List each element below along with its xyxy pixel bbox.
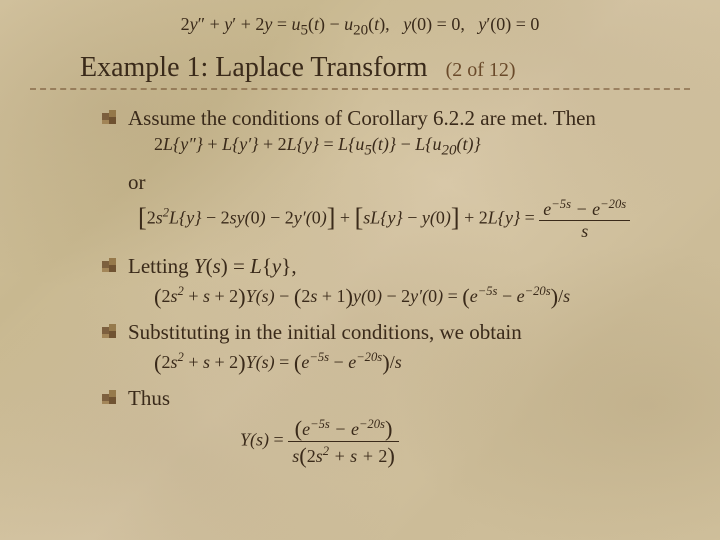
bullet-row: Letting Y(s) = L{y}, xyxy=(102,252,690,280)
slide-title: Example 1: Laplace Transform xyxy=(80,52,428,84)
bullet-text: Letting Y(s) = L{y}, xyxy=(128,252,297,280)
title-divider xyxy=(30,88,690,90)
or-label: or xyxy=(128,170,690,195)
bullet-row: Thus xyxy=(102,384,690,412)
bullet-text: Substituting in the initial conditions, … xyxy=(128,318,522,346)
bullet-icon xyxy=(102,258,116,272)
bullet-icon xyxy=(102,110,116,124)
bullet-row: Substituting in the initial conditions, … xyxy=(102,318,690,346)
equation-1: 2L{y″} + L{y′} + 2L{y} = L{u5(t)} − L{u2… xyxy=(154,134,690,160)
problem-equation: 2y″ + y′ + 2y = u5(t) − u20(t), y(0) = 0… xyxy=(30,14,690,40)
equation-2: [2s2L{y} − 2sy(0) − 2y′(0)] + [sL{y} − y… xyxy=(138,197,690,242)
equation-4: (2s2 + s + 2)Y(s) = (e−5s − e−20s)/s xyxy=(154,348,690,374)
slide-pager: (2 of 12) xyxy=(446,59,516,82)
bullet-icon xyxy=(102,390,116,404)
slide: 2y″ + y′ + 2y = u5(t) − u20(t), y(0) = 0… xyxy=(0,0,720,540)
bullet-text: Assume the conditions of Corollary 6.2.2… xyxy=(128,104,596,132)
equation-3: (2s2 + s + 2)Y(s) − (2s + 1)y(0) − 2y′(0… xyxy=(154,282,690,308)
bullet-icon xyxy=(102,324,116,338)
title-row: Example 1: Laplace Transform (2 of 12) xyxy=(80,52,690,84)
bullet-text: Thus xyxy=(128,384,170,412)
bullet-row: Assume the conditions of Corollary 6.2.2… xyxy=(102,104,690,132)
equation-5: Y(s) = (e−5s − e−20s) s(2s2 + s + 2) xyxy=(240,415,690,468)
